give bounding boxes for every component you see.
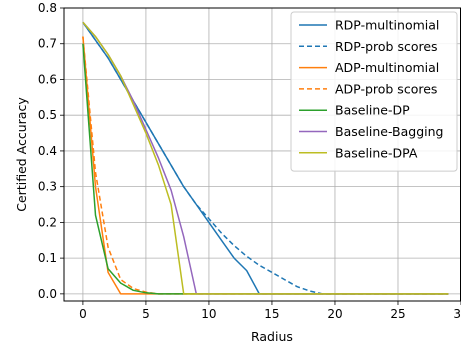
- x-tick-label-5: 25: [390, 307, 405, 321]
- legend-label-rdp-multinomial: RDP-multinomial: [335, 18, 439, 33]
- y-axis-label: Certified Accuracy: [14, 97, 29, 212]
- x-axis-label: Radius: [251, 329, 293, 344]
- y-tick-label-4: 0.4: [38, 144, 57, 158]
- legend: RDP-multinomial RDP-prob scores ADP-multin…: [290, 11, 458, 172]
- x-tick-label-2: 10: [201, 307, 216, 321]
- legend-label-baseline-dpa: Baseline-DPA: [335, 145, 418, 160]
- legend-box: [290, 11, 458, 172]
- y-tick-label-8: 0.8: [38, 1, 57, 15]
- y-tick-label-7: 0.7: [38, 37, 57, 51]
- legend-label-baseline-bagging: Baseline-Bagging: [335, 124, 444, 139]
- y-tick-label-0: 0.0: [38, 287, 57, 301]
- series-lines: [82, 21, 449, 295]
- series-line-baseline-dp: [82, 43, 449, 295]
- legend-label-adp-prob-scores: ADP-prob scores: [335, 81, 437, 96]
- legend-label-adp-multinomial: ADP-multinomial: [335, 60, 439, 75]
- x-tick-label-0: 0: [79, 307, 87, 321]
- series-line-baseline-dpa: [82, 21, 449, 295]
- y-tick-label-1: 0.1: [38, 251, 57, 265]
- y-tick-label-2: 0.2: [38, 215, 57, 229]
- x-axis-ticks: 0 5 10 15 20 25 30: [79, 301, 461, 321]
- y-axis-ticks: 0.0 0.1 0.2 0.3 0.4 0.5 0.6 0.7 0.8: [38, 1, 64, 301]
- legend-label-rdp-prob-scores: RDP-prob scores: [335, 39, 438, 54]
- x-tick-label-4: 20: [327, 307, 342, 321]
- y-tick-label-5: 0.5: [38, 108, 57, 122]
- x-tick-label-6: 30: [453, 307, 461, 321]
- x-tick-label-1: 5: [142, 307, 150, 321]
- x-tick-label-3: 15: [264, 307, 279, 321]
- y-tick-label-6: 0.6: [38, 72, 57, 86]
- legend-label-baseline-dp: Baseline-DP: [335, 103, 410, 118]
- y-tick-label-3: 0.3: [38, 180, 57, 194]
